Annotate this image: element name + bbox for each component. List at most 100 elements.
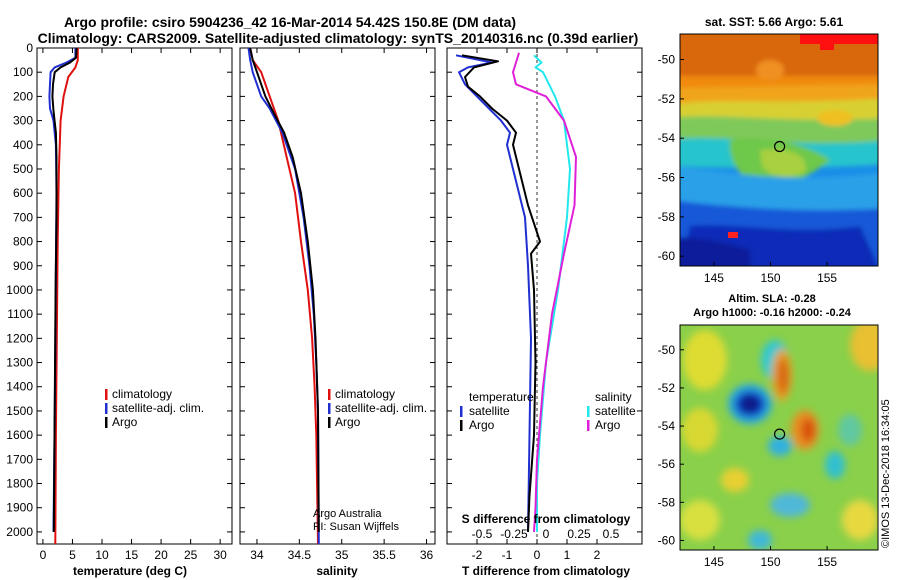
latitude-tick-label: -50 — [658, 343, 676, 357]
y-tick-label: 1600 — [6, 428, 33, 442]
sla-longitude-ticks: 145 150 155 — [704, 546, 837, 569]
y-tick-label: 100 — [13, 65, 33, 79]
x-tick-label: 34.5 — [288, 548, 312, 562]
legend-marker-icon — [460, 406, 463, 417]
temperature-x-axis-label: temperature (deg C) — [73, 564, 187, 578]
sst-map-title: sat. SST: 5.66 Argo: 5.61 — [705, 15, 844, 29]
sst-longitude-ticks: 145 150 155 — [704, 262, 837, 285]
series-line-t-argo — [461, 54, 541, 532]
legend-marker-icon — [587, 406, 590, 417]
y-tick-label: 2000 — [6, 525, 33, 539]
y-tick-label: 800 — [13, 235, 33, 249]
x-tick-label: 20 — [154, 548, 168, 562]
y-tick-label: 1200 — [6, 331, 33, 345]
y-tick-label: 400 — [13, 138, 33, 152]
latitude-tick-label: -60 — [658, 533, 676, 547]
latitude-tick-label: -58 — [658, 495, 676, 509]
y-tick-label: 500 — [13, 162, 33, 176]
sla-float-position-marker — [773, 428, 786, 440]
temperature-series — [48, 47, 79, 545]
sst-heatmap — [680, 34, 878, 266]
longitude-tick-label: 155 — [817, 555, 837, 569]
x-tick-label: 36 — [420, 548, 434, 562]
pressure-y-ticks: 0 100 200 300 400 500 600 700 800 900 1000 1100 1200… — [6, 41, 232, 539]
x-tick-label: 0 — [40, 548, 47, 562]
legend-label: Argo — [469, 418, 495, 432]
longitude-tick-label: 145 — [704, 271, 724, 285]
figure-title-line1: Argo profile: csiro 5904236_42 16-Mar-20… — [64, 14, 516, 30]
legend-marker-icon — [328, 389, 331, 400]
latitude-tick-label: -60 — [658, 249, 676, 263]
salinity-y-ticks — [240, 47, 435, 533]
series-line-argo — [249, 47, 320, 532]
latitude-tick-label: -50 — [658, 53, 676, 67]
legend-label: Argo — [335, 415, 361, 429]
y-tick-label: 1400 — [6, 380, 33, 394]
s-difference-axis-label: S difference from climatology — [462, 512, 631, 526]
salinity-plot-frame — [239, 47, 436, 545]
sst-latitude-ticks: -50 -52 -54 -56 -58 -60 — [658, 53, 684, 263]
longitude-tick-label: 145 — [704, 555, 724, 569]
figure-title-line2: Climatology: CARS2009. Satellite-adjuste… — [38, 30, 639, 46]
x-tick-label: 25 — [184, 548, 198, 562]
y-tick-label: 200 — [13, 89, 33, 103]
legend-label: Argo — [595, 418, 621, 432]
sla-map-title-line2: Argo h1000: -0.16 h2000: -0.24 — [693, 307, 852, 319]
y-tick-label: 1000 — [6, 283, 33, 297]
sst-map-frame — [679, 33, 879, 267]
salinity-x-ticks: 34 34.5 35 35.5 36 — [250, 48, 434, 562]
credit-pi-name: PI: Susan Wijffels — [313, 521, 399, 533]
s-difference-tick-label: 0 — [543, 527, 550, 541]
longitude-tick-label: 150 — [760, 271, 780, 285]
series-line-argo — [51, 47, 78, 532]
sla-map-frame — [679, 324, 879, 551]
x-tick-label: 30 — [214, 548, 228, 562]
series-line-climatology — [54, 48, 79, 545]
legend-marker-icon — [328, 417, 331, 428]
difference-panel: -2 -1 0 1 2 temperaturesatelliteArgosalinity… — [446, 47, 643, 578]
salinity-legend-title: salinity — [595, 390, 632, 404]
latitude-tick-label: -52 — [658, 92, 676, 106]
legend-marker-icon — [587, 420, 590, 431]
credit-argo-australia: Argo Australia — [313, 508, 382, 520]
x-tick-label: 5 — [69, 548, 76, 562]
legend-marker-icon — [105, 417, 108, 428]
sla-latitude-ticks: -50 -52 -54 -56 -58 -60 — [658, 343, 684, 547]
temperature-plot-frame — [36, 47, 233, 545]
legend-marker-icon — [105, 403, 108, 414]
legend-marker-icon — [460, 420, 463, 431]
y-tick-label: 0 — [26, 41, 33, 55]
y-tick-label: 900 — [13, 259, 33, 273]
latitude-tick-label: -56 — [658, 457, 676, 471]
imos-timestamp: ©IMOS 13-Dec-2018 16:34:05 — [880, 399, 892, 548]
difference-legend: temperaturesatelliteArgosalinitysatellit… — [460, 390, 636, 432]
y-tick-label: 300 — [13, 114, 33, 128]
salinity-x-axis-label: salinity — [316, 564, 358, 578]
temperature-x-ticks: 0 5 10 15 20 25 30 — [40, 48, 228, 562]
s-difference-tick-label: -0.25 — [500, 527, 528, 541]
y-tick-label: 1700 — [6, 452, 33, 466]
legend-label: climatology — [112, 387, 172, 401]
x-tick-label: 10 — [95, 548, 109, 562]
longitude-tick-label: 150 — [760, 555, 780, 569]
legend-label: satellite-adj. clim. — [335, 401, 427, 415]
difference-series — [455, 52, 577, 532]
legend-label: satellite — [469, 404, 510, 418]
x-tick-label: 35 — [335, 548, 349, 562]
x-tick-label: 15 — [125, 548, 139, 562]
legend-label: satellite — [595, 404, 636, 418]
sla-map-title-line1: Altim. SLA: -0.28 — [728, 293, 815, 305]
longitude-tick-label: 155 — [817, 271, 837, 285]
x-tick-label: 2 — [594, 548, 601, 562]
legend-label: climatology — [335, 387, 395, 401]
x-tick-label: -1 — [502, 548, 513, 562]
latitude-tick-label: -52 — [658, 381, 676, 395]
y-tick-label: 700 — [13, 210, 33, 224]
t-difference-x-axis-label: T difference from climatology — [462, 564, 630, 578]
series-line-s-argo — [512, 52, 577, 532]
s-difference-tick-label: -0.5 — [472, 527, 493, 541]
s-difference-tick-label: 0.5 — [603, 527, 620, 541]
series-line-t-satellite — [455, 54, 532, 532]
